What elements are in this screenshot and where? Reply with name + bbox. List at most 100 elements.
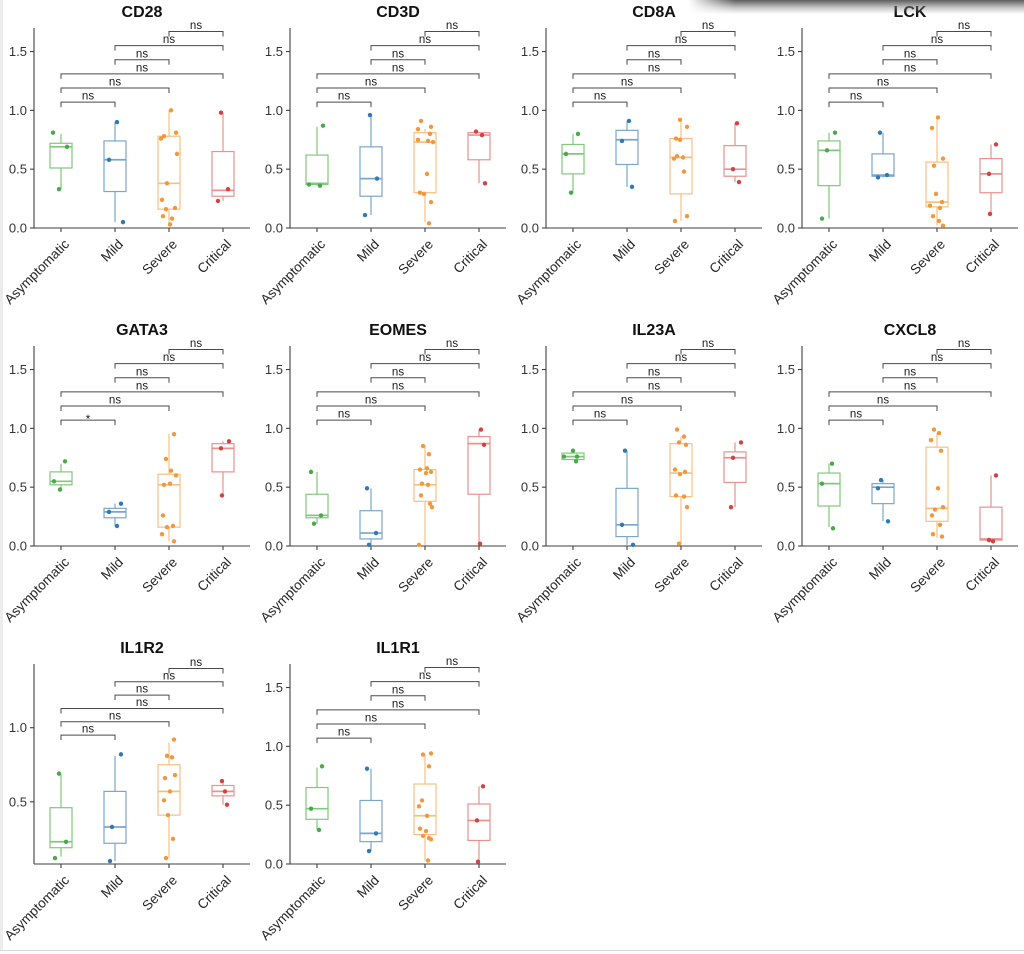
jitter-point	[420, 752, 426, 757]
jitter-point	[674, 427, 680, 432]
jitter-point	[50, 130, 56, 135]
jitter-point	[164, 524, 170, 530]
x-axis-label-critical: Critical	[194, 873, 234, 913]
jitter-point	[728, 504, 734, 510]
y-tick-label: 0.0	[265, 539, 283, 554]
box-severe	[157, 737, 181, 861]
figure-bottom-border	[0, 950, 1024, 951]
jitter-point	[423, 828, 429, 834]
x-axis-label-severe: Severe	[395, 873, 436, 914]
jitter-point	[423, 470, 429, 476]
jitter-point	[64, 144, 70, 150]
panel-title: EOMES	[369, 322, 427, 339]
jitter-point	[672, 218, 678, 224]
jitter-point	[173, 130, 179, 135]
jitter-point	[573, 459, 579, 464]
jitter-point	[683, 442, 689, 448]
window-shadow-overlay	[688, 0, 1024, 14]
jitter-point	[57, 487, 63, 492]
jitter-point	[619, 522, 625, 528]
jitter-point	[416, 804, 422, 809]
jitter-point	[311, 521, 317, 526]
significance-label: ns	[904, 62, 916, 74]
jitter-point	[114, 523, 120, 529]
panel-il1r2: IL1R2 0.5 1.0 Asymptomatic Mild Severe Critica…	[0, 636, 256, 954]
jitter-point	[878, 477, 884, 483]
boxplot-svg: IL1R1 0.0 0.5 1.0 1.5 Asymptomatic Mild Severe C…	[258, 640, 506, 943]
jitter-point	[930, 214, 936, 219]
x-axis-label-severe: Severe	[139, 555, 180, 596]
jitter-point	[56, 186, 62, 192]
x-axis-label-severe: Severe	[907, 237, 948, 278]
jitter-point	[561, 454, 567, 459]
x-axis-label-severe: Severe	[139, 873, 180, 914]
jitter-point	[474, 818, 480, 823]
jitter-point	[940, 156, 946, 161]
jitter-point	[936, 218, 942, 224]
jitter-point	[159, 197, 165, 202]
jitter-point	[168, 468, 174, 473]
panel-title: IL23A	[632, 322, 676, 339]
x-axis-label-mild: Mild	[610, 555, 638, 583]
jitter-point	[425, 858, 431, 863]
jitter-point	[174, 151, 180, 157]
significance-brackets: ns ns ns ns ns ns	[572, 338, 736, 426]
jitter-point	[416, 542, 422, 548]
significance-label: ns	[136, 62, 148, 74]
significance-label: ns	[392, 48, 404, 60]
jitter-point	[225, 186, 231, 192]
significance-label: ns	[163, 670, 175, 682]
significance-label: ns	[419, 352, 431, 364]
y-tick-label: 0.5	[777, 162, 795, 177]
x-axis-label-severe: Severe	[395, 237, 436, 278]
axes: 0.0 0.5 1.0 1.5 Asymptomatic Mild Severe Critic…	[514, 346, 762, 625]
panel-title: GATA3	[116, 322, 168, 339]
box-asymptomatic	[305, 123, 329, 188]
jitter-point	[362, 212, 368, 218]
jitter-point	[173, 473, 179, 478]
jitter-point	[674, 154, 680, 159]
y-tick-label: 0.5	[265, 798, 283, 813]
significance-label: ns	[338, 91, 350, 103]
significance-label: ns	[136, 366, 148, 378]
jitter-point	[877, 130, 883, 135]
significance-label: ns	[877, 77, 889, 89]
box-severe	[925, 427, 949, 539]
x-axis-label-asymptomatic: Asymptomatic	[514, 236, 585, 307]
y-tick-label: 1.5	[521, 44, 539, 59]
jitter-point	[52, 855, 58, 861]
y-tick-label: 0.0	[777, 221, 795, 236]
jitter-point	[428, 124, 434, 130]
jitter-point	[417, 467, 423, 472]
jitter-point	[172, 772, 178, 778]
jitter-point	[819, 216, 825, 221]
x-axis-label-asymptomatic: Asymptomatic	[2, 554, 73, 625]
jitter-point	[161, 798, 167, 803]
y-tick-label: 1.5	[777, 44, 795, 59]
significance-label: ns	[136, 697, 148, 709]
box-mild	[871, 477, 895, 524]
significance-label: ns	[702, 338, 714, 350]
boxplot-svg: LCK0.00.51.01.5AsymptomaticMildSevereCri…	[770, 4, 1018, 307]
significance-label: ns	[136, 684, 148, 696]
box-critical	[211, 778, 235, 807]
significance-label: ns	[82, 91, 94, 103]
jitter-point	[575, 131, 581, 137]
box-mild	[359, 112, 383, 218]
panel-eomes: EOMES 0.0 0.5 1.0 1.5 Asymptomatic Mild Severe C…	[256, 318, 512, 636]
jitter-point	[418, 493, 424, 498]
jitter-point	[418, 118, 424, 124]
significance-label: ns	[338, 409, 350, 421]
y-tick-label: 1.0	[265, 103, 283, 118]
y-tick-label: 0.0	[9, 221, 27, 236]
panel-title: CD28	[122, 4, 163, 21]
significance-label: ns	[365, 77, 377, 89]
box-severe	[669, 427, 693, 546]
y-tick-label: 1.5	[9, 362, 27, 377]
x-axis-label-severe: Severe	[395, 555, 436, 596]
jitter-point	[172, 205, 178, 211]
jitter-point	[929, 513, 935, 518]
significance-label: ns	[648, 366, 660, 378]
panel-title: CXCL8	[884, 322, 937, 339]
